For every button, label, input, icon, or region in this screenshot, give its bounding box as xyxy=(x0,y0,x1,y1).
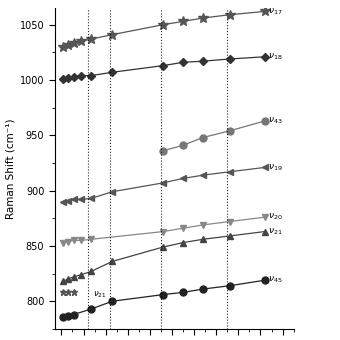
Text: $\nu_{17}$: $\nu_{17}$ xyxy=(268,6,283,17)
Y-axis label: Raman Shift (cm⁻¹): Raman Shift (cm⁻¹) xyxy=(5,118,16,219)
Text: $\nu_{43}$: $\nu_{43}$ xyxy=(268,116,283,126)
Text: $\nu_{45}$: $\nu_{45}$ xyxy=(268,275,283,286)
Text: $\nu_{21}$: $\nu_{21}$ xyxy=(268,226,283,237)
Text: $\nu_{21}$: $\nu_{21}$ xyxy=(94,290,107,300)
Text: $\nu_{19}$: $\nu_{19}$ xyxy=(268,162,283,173)
Text: $\nu_{18}$: $\nu_{18}$ xyxy=(268,52,283,62)
Text: $\nu_{20}$: $\nu_{20}$ xyxy=(268,212,283,222)
